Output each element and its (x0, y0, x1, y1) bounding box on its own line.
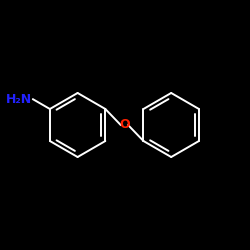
Text: H₂N: H₂N (6, 93, 32, 106)
Text: O: O (119, 118, 130, 132)
